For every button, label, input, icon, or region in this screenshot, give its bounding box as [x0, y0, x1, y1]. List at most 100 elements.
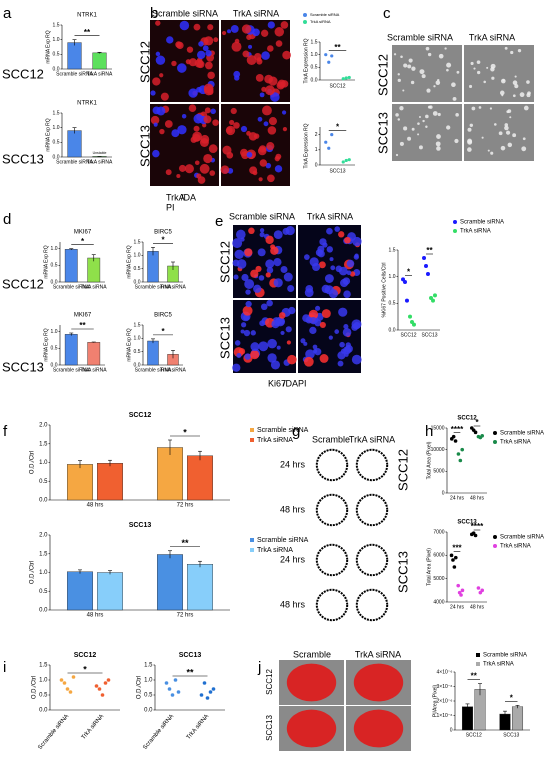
y-tick-label: 10000 [431, 447, 445, 453]
cell [234, 38, 240, 44]
legend-label: TrkA siRNA [310, 19, 331, 24]
column-label: TrkA siRNA [355, 649, 401, 659]
cell [315, 305, 321, 311]
row-label: 48 hrs [280, 599, 306, 609]
cell [199, 138, 209, 147]
y-tick-label: 0.5 [134, 266, 141, 272]
cell [213, 37, 219, 43]
cell [326, 246, 334, 253]
x-tick-label: SCC13 [421, 332, 437, 338]
cell [181, 114, 187, 119]
cell [259, 228, 265, 233]
cell [438, 53, 444, 59]
cell [212, 119, 219, 126]
cell [473, 67, 476, 70]
cell [491, 76, 495, 80]
cell [270, 246, 279, 255]
cell [287, 354, 297, 365]
cell [490, 67, 495, 72]
legend-label: Scramble siRNA [500, 431, 544, 437]
x-tick-label: TrkA siRNA [81, 284, 107, 290]
cell [231, 41, 242, 52]
spheroid [286, 663, 337, 702]
cell [177, 125, 187, 135]
legend-label: TrkA siRNA [257, 547, 293, 554]
cell [246, 55, 257, 65]
cell [258, 177, 263, 182]
cell [270, 92, 280, 102]
cell [246, 131, 251, 136]
cell [403, 63, 408, 68]
row-label: SCC13 [2, 151, 44, 166]
cell [334, 329, 340, 334]
dot [344, 76, 348, 80]
chart-title: NTRK1 [77, 101, 97, 107]
bar [157, 447, 183, 501]
dot [106, 678, 111, 682]
cell [436, 146, 441, 151]
panel-letter: g [292, 423, 300, 440]
significance-label: * [407, 267, 411, 276]
cell [328, 335, 333, 340]
y-tick-label: 1.0 [39, 460, 48, 466]
y-tick-label: 0.5 [389, 301, 396, 307]
cell [519, 92, 525, 98]
x-tick-label: TrkA siRNA [87, 71, 113, 77]
spheroid [355, 448, 389, 482]
cell [393, 53, 397, 56]
cell [233, 274, 239, 280]
x-tick-label: TrkA siRNA [81, 367, 107, 373]
x-tick-label: Scramble siRNA [142, 713, 175, 751]
cell [253, 284, 262, 293]
y-axis-label: O.D./Ctrl [32, 676, 38, 699]
y-axis-label: mRNA Exp RQ [43, 328, 49, 361]
cell [436, 134, 441, 139]
panel-letter: d [3, 211, 11, 228]
cell [304, 288, 314, 297]
cell [267, 353, 277, 363]
legend-label: Scramble siRNA [483, 653, 527, 659]
cell [233, 122, 240, 129]
y-tick-label: 5000 [433, 469, 444, 475]
cell [276, 345, 281, 350]
cell [233, 70, 241, 78]
cell [309, 317, 317, 325]
cell [259, 320, 266, 327]
panel-letter: b [150, 5, 158, 22]
dot [208, 690, 213, 694]
legend-label: TrkA siRNA [257, 437, 293, 444]
cell [205, 50, 212, 57]
y-tick-label: 0.0 [389, 327, 396, 333]
cell [261, 51, 270, 60]
cell [210, 108, 216, 115]
significance-label: ** [471, 672, 478, 681]
cell [155, 51, 161, 57]
row-label: SCC12 [2, 66, 44, 81]
cell [407, 64, 412, 69]
cell [203, 153, 213, 164]
cell [186, 46, 194, 53]
dot [173, 678, 178, 682]
chart-title: SCC13 [129, 522, 152, 529]
cell [178, 164, 187, 172]
cell [203, 36, 214, 46]
cell [395, 113, 399, 117]
cell [504, 125, 509, 131]
cell [176, 173, 181, 179]
cell [253, 133, 260, 139]
legend-label: TrkA siRNA [500, 544, 531, 550]
cell [397, 118, 401, 121]
bar [67, 130, 82, 158]
dot [59, 678, 64, 682]
dot [324, 140, 328, 144]
row-label: SCC13 [375, 112, 390, 154]
y-tick-label: 1 [315, 147, 318, 153]
dot [449, 553, 454, 558]
cell [505, 130, 511, 135]
dot [456, 583, 461, 588]
cell [309, 326, 317, 335]
cell [249, 166, 258, 175]
y-axis-label: mRNA Exp RQ [126, 245, 132, 278]
cell [190, 136, 197, 143]
legend-marker [476, 662, 480, 666]
